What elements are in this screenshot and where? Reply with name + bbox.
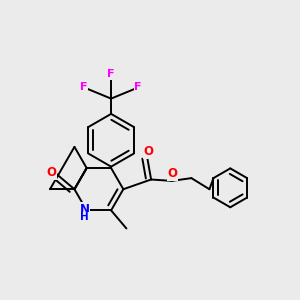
Text: O: O (46, 166, 56, 179)
Text: N: N (80, 202, 89, 215)
Text: O: O (143, 145, 153, 158)
Text: F: F (134, 82, 142, 92)
Text: H: H (80, 212, 89, 222)
Text: O: O (167, 167, 178, 180)
Text: F: F (80, 82, 88, 92)
Text: F: F (107, 69, 115, 80)
